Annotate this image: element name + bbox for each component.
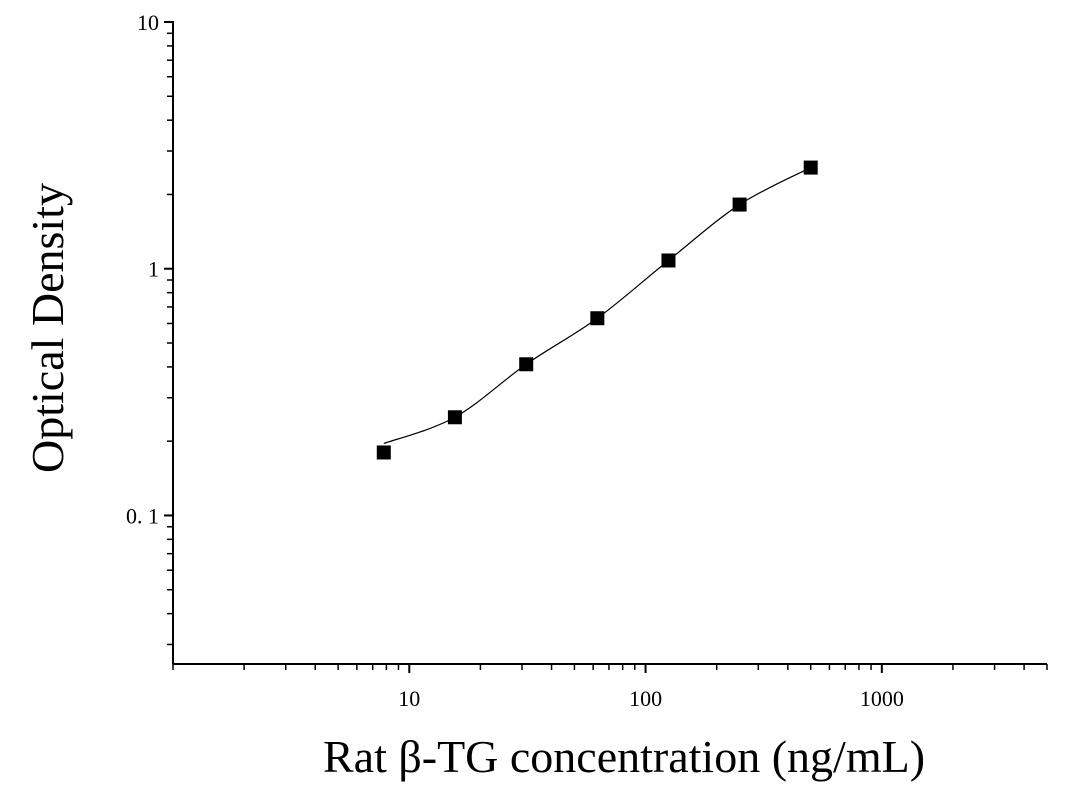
- y-tick-label: 10: [137, 10, 159, 35]
- axes: 10 100 1000 0. 1 1 10: [126, 10, 1048, 711]
- fit-curve-layer: [383, 167, 811, 445]
- data-point: [376, 445, 391, 460]
- data-point: [447, 410, 462, 425]
- fit-curve: [383, 167, 811, 445]
- y-tick-label: 0. 1: [126, 503, 159, 528]
- x-tick-label: 1000: [860, 686, 904, 711]
- data-point: [732, 197, 747, 212]
- data-point: [661, 253, 676, 268]
- x-axis-title: Rat β-TG concentration (ng/mL): [323, 731, 925, 782]
- data-point: [803, 160, 818, 175]
- x-tick-label: 10: [398, 686, 420, 711]
- data-point: [519, 357, 534, 372]
- y-tick-label: 1: [148, 257, 159, 282]
- y-axis-title: Optical Density: [22, 183, 73, 473]
- data-points-layer: [376, 160, 818, 460]
- x-tick-label: 100: [629, 686, 662, 711]
- data-point: [590, 311, 605, 326]
